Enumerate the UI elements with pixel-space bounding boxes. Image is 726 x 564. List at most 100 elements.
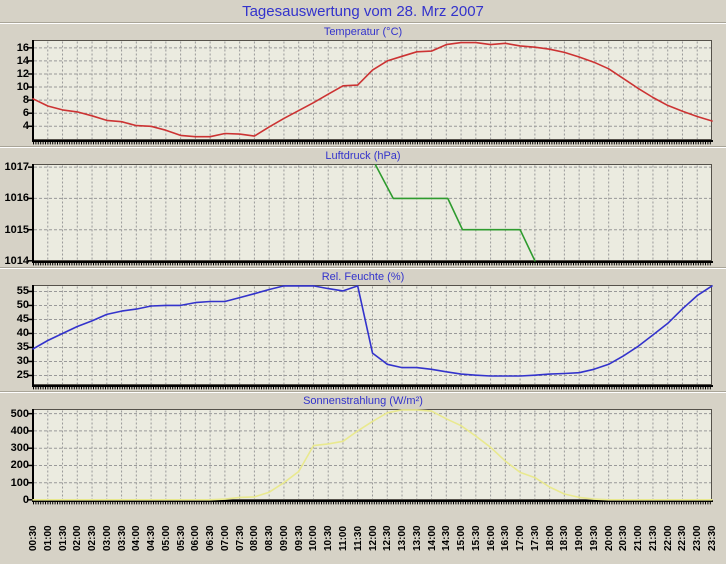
x-axis-label: 12:30 [382, 525, 394, 551]
x-axis-label: 20:00 [603, 525, 615, 551]
x-axis-label: 23:30 [707, 525, 718, 551]
x-axis-label: 18:30 [559, 525, 571, 551]
x-axis-label: 09:00 [278, 525, 290, 551]
x-axis-label: 01:00 [42, 525, 54, 551]
x-axis-label: 10:30 [323, 525, 335, 551]
x-axis-label: 16:30 [500, 525, 512, 551]
x-axis-label: 08:00 [249, 525, 261, 551]
y-axis-line [32, 285, 34, 387]
x-axis-label: 13:30 [411, 525, 423, 551]
y-axis-label: 55 [16, 285, 29, 298]
separator [0, 146, 726, 148]
x-axis-labels: 00:30 01:00 01:30 02:00 02:30 03:00 03:30 04:00… [0, 506, 726, 552]
x-axis-label: 04:00 [131, 525, 143, 551]
x-axis-label: 01:30 [57, 525, 69, 551]
y-axis-label: 100 [10, 476, 29, 489]
series-line-luftdruck [374, 164, 536, 262]
y-axis-label: 30 [16, 355, 29, 368]
chart-section-temperatur: Temperatur (°C) 4 6 8 10 12 14 16 [0, 24, 726, 146]
x-axis-label: 02:00 [72, 525, 84, 551]
x-axis-label: 17:30 [529, 525, 541, 551]
x-axis-label: 23:00 [692, 525, 704, 551]
y-axis-label: 400 [10, 424, 29, 437]
y-axis-label: 8 [22, 94, 29, 107]
x-axis-label: 06:30 [205, 525, 217, 551]
chart-section-sonnenstrahlung: Sonnenstrahlung (W/m²) 0 100 200 300 400 500 [0, 393, 726, 506]
x-axis-label: 22:00 [662, 525, 674, 551]
y-axis-label: 0 [22, 493, 29, 506]
x-axis-label: 21:30 [647, 525, 659, 551]
y-axis-label: 300 [10, 442, 29, 455]
charts-container: Temperatur (°C) 4 6 8 10 12 14 16 Luftdruck (hPa… [0, 24, 726, 552]
y-axis-label: 500 [10, 407, 29, 420]
x-axis-label: 21:00 [633, 525, 645, 551]
x-axis-line [32, 500, 713, 502]
x-axis-label: 12:00 [367, 525, 379, 551]
y-axis-label: 14 [16, 54, 29, 67]
x-axis-label: 19:00 [574, 525, 586, 551]
x-axis-label: 08:30 [264, 525, 276, 551]
x-axis-label: 15:00 [456, 525, 468, 551]
y-axis-label: 1014 [4, 254, 29, 267]
y-axis-label: 1017 [4, 161, 29, 174]
y-axis-line [32, 164, 34, 263]
chart-title-sonnenstrahlung: Sonnenstrahlung (W/m²) [303, 395, 423, 407]
x-axis-label: 07:00 [219, 525, 231, 551]
y-axis-label: 1016 [4, 192, 29, 205]
series-line-temperatur [32, 41, 713, 138]
x-axis-label: 18:00 [544, 525, 556, 551]
separator [0, 22, 726, 24]
y-axis-label: 25 [16, 369, 29, 382]
x-axis-label: 06:00 [190, 525, 202, 551]
y-axis-label: 12 [16, 67, 29, 80]
x-axis-line [32, 385, 713, 387]
x-axis-label: 20:30 [618, 525, 630, 551]
x-axis-label: 22:30 [677, 525, 689, 551]
x-axis-line [32, 261, 713, 263]
x-axis-label: 02:30 [87, 525, 99, 551]
y-axis-label: 40 [16, 327, 29, 340]
y-axis-label: 10 [16, 81, 29, 94]
x-axis-label: 05:30 [175, 525, 187, 551]
x-axis-label: 00:30 [28, 525, 39, 551]
separator [0, 267, 726, 269]
plot-background [33, 164, 712, 261]
x-axis-label: 16:00 [485, 525, 497, 551]
y-axis-line [32, 409, 34, 502]
x-axis-label: 07:30 [234, 525, 246, 551]
chart-plot-feuchte [28, 285, 713, 390]
y-axis-label: 50 [16, 299, 29, 312]
y-axis-label: 1015 [4, 223, 29, 236]
separator [0, 391, 726, 393]
y-axis-label: 200 [10, 459, 29, 472]
chart-title-temperatur: Temperatur (°C) [323, 26, 403, 38]
chart-plot-sonnenstrahlung [28, 409, 713, 505]
x-axis-label: 03:30 [116, 525, 128, 551]
x-axis-label: 14:30 [441, 525, 453, 551]
x-axis-label: 11:30 [352, 525, 364, 551]
chart-plot-luftdruck [28, 164, 713, 266]
page-title: Tagesauswertung vom 28. Mrz 2007 [242, 3, 484, 20]
x-axis-label: 17:00 [515, 525, 527, 551]
series-line-sonnenstrahlung [32, 409, 713, 501]
x-axis-label: 10:00 [308, 525, 320, 551]
y-axis-label: 4 [22, 120, 29, 133]
x-axis-label: 19:30 [588, 525, 600, 551]
y-axis-line [32, 40, 34, 142]
chart-plot-temperatur [28, 40, 713, 145]
chart-section-luftdruck: Luftdruck (hPa) 1014 1015 1016 1017 [0, 148, 726, 267]
chart-title-luftdruck: Luftdruck (hPa) [325, 150, 401, 162]
x-axis-label: 03:00 [101, 525, 113, 551]
x-axis-label: 13:00 [397, 525, 409, 551]
y-axis-label: 6 [22, 107, 29, 120]
y-axis-label: 35 [16, 341, 29, 354]
x-axis-label: 15:30 [470, 525, 482, 551]
x-axis-label: 11:00 [337, 525, 349, 551]
chart-title-feuchte: Rel. Feuchte (%) [321, 271, 405, 283]
x-axis-label: 14:00 [426, 525, 438, 551]
y-axis-label: 16 [16, 41, 29, 54]
x-axis-label: 05:00 [160, 525, 172, 551]
chart-section-feuchte: Rel. Feuchte (%) 25 30 35 40 45 50 55 [0, 269, 726, 391]
x-axis-label: 09:30 [293, 525, 305, 551]
